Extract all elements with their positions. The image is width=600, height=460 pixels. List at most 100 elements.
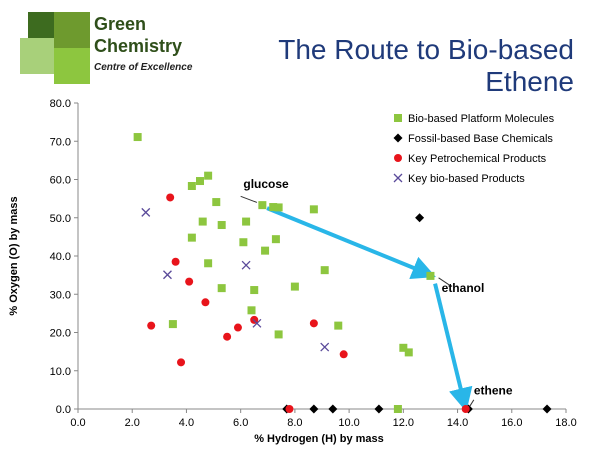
- x-axis-label: % Hydrogen (H) by mass: [254, 433, 384, 445]
- bio-product-point: [241, 260, 251, 270]
- bio-platform-point: [320, 266, 329, 275]
- logo-subtitle: Centre of Excellence: [94, 62, 193, 73]
- bio-platform-point: [290, 282, 299, 291]
- transformation-arrow: [266, 206, 436, 280]
- bio-platform-point: [204, 259, 213, 268]
- bio-platform-point: [168, 320, 177, 329]
- petrochemical-point: [147, 321, 156, 330]
- y-axis-label: % Oxygen (O) by mass: [8, 196, 20, 315]
- bio-platform-point: [274, 203, 283, 212]
- bio-product-point: [163, 270, 172, 280]
- petrochemical-point: [185, 277, 194, 286]
- transformation-arrow: [433, 283, 473, 412]
- x-tick-label: 6.0: [233, 417, 248, 429]
- annotation-label-ethene: ethene: [474, 383, 513, 397]
- y-tick-label: 20.0: [50, 328, 71, 340]
- petrochemical-point: [339, 350, 348, 359]
- annotation-pointer: [438, 277, 450, 286]
- y-tick-label: 80.0: [50, 98, 71, 110]
- y-tick-label: 0.0: [56, 404, 71, 416]
- logo-mark: [16, 8, 90, 88]
- legend-label: Bio-based Platform Molecules: [408, 113, 555, 125]
- bio-platform-point: [261, 246, 270, 255]
- bio-platform-point: [239, 238, 248, 247]
- legend-label: Key bio-based Products: [408, 173, 525, 185]
- bio-product-point: [141, 207, 151, 217]
- y-tick-label: 30.0: [50, 289, 71, 301]
- x-tick-label: 18.0: [555, 417, 576, 429]
- bio-product-point: [320, 342, 330, 352]
- bio-platform-point: [187, 233, 196, 242]
- petrochemical-point: [201, 298, 210, 307]
- annotation-label-ethanol: ethanol: [442, 281, 485, 295]
- bio-platform-point: [258, 201, 267, 210]
- petrochemical-point: [233, 323, 242, 332]
- fossil-base-point: [415, 213, 425, 223]
- y-tick-label: 40.0: [50, 251, 71, 263]
- chart-legend: Bio-based Platform Molecules Fossil-based…: [393, 113, 555, 185]
- bio-platform-point: [393, 405, 402, 413]
- y-tick-label: 50.0: [50, 213, 71, 225]
- petrochemical-point: [309, 319, 318, 328]
- bio-platform-point: [399, 343, 408, 352]
- logo-title-chemistry: Chemistry: [94, 36, 183, 56]
- y-tick-label: 60.0: [50, 175, 71, 187]
- page-title-line2: Ethene: [485, 66, 574, 97]
- legend-label: Key Petrochemical Products: [408, 153, 547, 165]
- fossil-base-point: [309, 404, 319, 414]
- bio-platform-point: [426, 271, 435, 280]
- y-tick-label: 70.0: [50, 136, 71, 148]
- legend-swatch: [393, 173, 403, 183]
- legend-swatch: [394, 114, 402, 122]
- transformation-arrows: [266, 206, 473, 412]
- bio-platform-point: [334, 321, 343, 330]
- bio-platform-point: [204, 171, 213, 180]
- bio-platform-point: [187, 182, 196, 191]
- bio-platform-point: [247, 306, 256, 315]
- legend-swatch: [394, 154, 402, 162]
- bio-platform-point: [198, 217, 207, 226]
- annotation-pointer: [240, 195, 258, 203]
- annotations: glucose ethanol ethene: [240, 177, 513, 407]
- legend-label: Fossil-based Base Chemicals: [408, 133, 553, 145]
- bio-platform-point: [250, 286, 259, 295]
- petrochemical-point: [166, 193, 175, 202]
- bio-platform-point: [212, 198, 221, 207]
- x-tick-label: 14.0: [447, 417, 468, 429]
- bio-platform-point: [271, 235, 280, 244]
- data-points: [133, 133, 552, 414]
- petrochemical-point: [285, 405, 294, 413]
- bio-platform-point: [217, 284, 226, 293]
- fossil-base-point: [328, 404, 338, 414]
- petrochemical-point: [461, 405, 470, 413]
- logo-title-green: Green: [94, 14, 147, 34]
- petrochemical-point: [223, 332, 232, 341]
- bio-platform-point: [269, 203, 278, 212]
- bio-product-point: [252, 318, 262, 328]
- annotation-label-glucose: glucose: [243, 177, 289, 191]
- x-tick-label: 16.0: [501, 417, 522, 429]
- x-tick-label: 10.0: [338, 417, 359, 429]
- y-tick-label: 10.0: [50, 366, 71, 378]
- legend-swatch: [393, 133, 403, 143]
- petrochemical-point: [171, 257, 180, 266]
- bio-platform-point: [217, 221, 226, 230]
- bio-platform-point: [196, 177, 204, 186]
- fossil-base-point: [542, 404, 552, 414]
- fossil-base-point: [374, 404, 384, 414]
- x-tick-label: 0.0: [70, 417, 85, 429]
- x-tick-label: 8.0: [287, 417, 302, 429]
- bio-platform-point: [309, 205, 318, 214]
- bio-platform-point: [133, 133, 142, 142]
- petrochemical-point: [177, 358, 186, 367]
- chart-axes: 0.0 2.0 4.0 6.0 8.0 10.0 12.0 14.0 16.0 18.0 0.0 10…: [50, 98, 577, 429]
- bio-platform-point: [274, 330, 283, 339]
- annotation-pointer: [469, 399, 475, 407]
- bio-platform-point: [242, 217, 251, 226]
- x-tick-label: 2.0: [125, 417, 140, 429]
- page-title-line1: The Route to Bio-based: [278, 34, 574, 65]
- x-tick-label: 12.0: [393, 417, 414, 429]
- x-tick-label: 4.0: [179, 417, 194, 429]
- bio-platform-point: [404, 348, 413, 357]
